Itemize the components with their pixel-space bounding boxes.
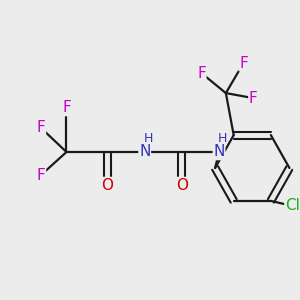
Text: F: F (197, 66, 206, 81)
Text: H: H (144, 131, 153, 145)
Text: O: O (102, 178, 114, 193)
Text: F: F (37, 167, 45, 182)
Text: N: N (139, 145, 150, 160)
Text: O: O (176, 178, 188, 193)
Text: N: N (213, 145, 225, 160)
Text: F: F (37, 121, 45, 136)
Text: F: F (239, 56, 248, 70)
Text: Cl: Cl (285, 198, 300, 213)
Text: H: H (218, 131, 228, 145)
Text: F: F (249, 91, 258, 106)
Text: F: F (62, 100, 71, 116)
